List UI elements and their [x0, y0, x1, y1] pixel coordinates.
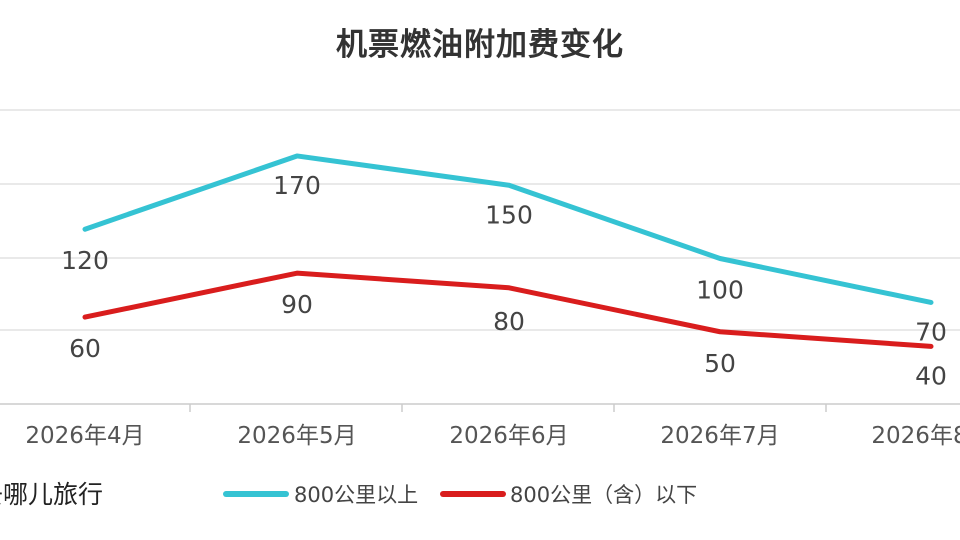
- data-label: 120: [61, 246, 109, 275]
- data-label: 170: [273, 171, 321, 200]
- data-label: 40: [915, 361, 947, 390]
- data-label: 80: [493, 307, 525, 336]
- legend: 800公里以上 800公里（含）以下: [223, 483, 697, 507]
- x-tick-label: 2026年5月: [237, 423, 356, 449]
- legend-label-800-above: 800公里以上: [294, 483, 418, 507]
- data-label: 50: [704, 349, 736, 378]
- x-tick-label: 2026年4月: [25, 423, 144, 449]
- x-axis-labels: 2026年4月 2026年5月 2026年6月 2026年7月 2026年8月: [25, 423, 960, 449]
- series-lines: [82, 153, 934, 349]
- legend-label-800-below: 800公里（含）以下: [510, 483, 697, 507]
- source-label: 去哪儿旅行: [0, 480, 103, 509]
- series-line-800-below: [82, 270, 934, 349]
- data-labels: 120 170 150 100 70 60 90 80 50 40: [61, 171, 947, 390]
- data-label: 100: [696, 276, 744, 305]
- x-tick-label: 2026年6月: [449, 423, 568, 449]
- series-line-800-above: [82, 153, 934, 305]
- gridlines: [0, 109, 960, 405]
- data-label: 90: [281, 290, 313, 319]
- chart-title: 机票燃油附加费变化: [336, 27, 624, 63]
- data-label: 70: [915, 317, 947, 346]
- x-tick-label: 2026年8月: [871, 423, 960, 449]
- x-tick-label: 2026年7月: [660, 423, 779, 449]
- data-label: 60: [69, 334, 101, 363]
- x-axis-ticks: [189, 404, 827, 412]
- data-label: 150: [485, 200, 533, 229]
